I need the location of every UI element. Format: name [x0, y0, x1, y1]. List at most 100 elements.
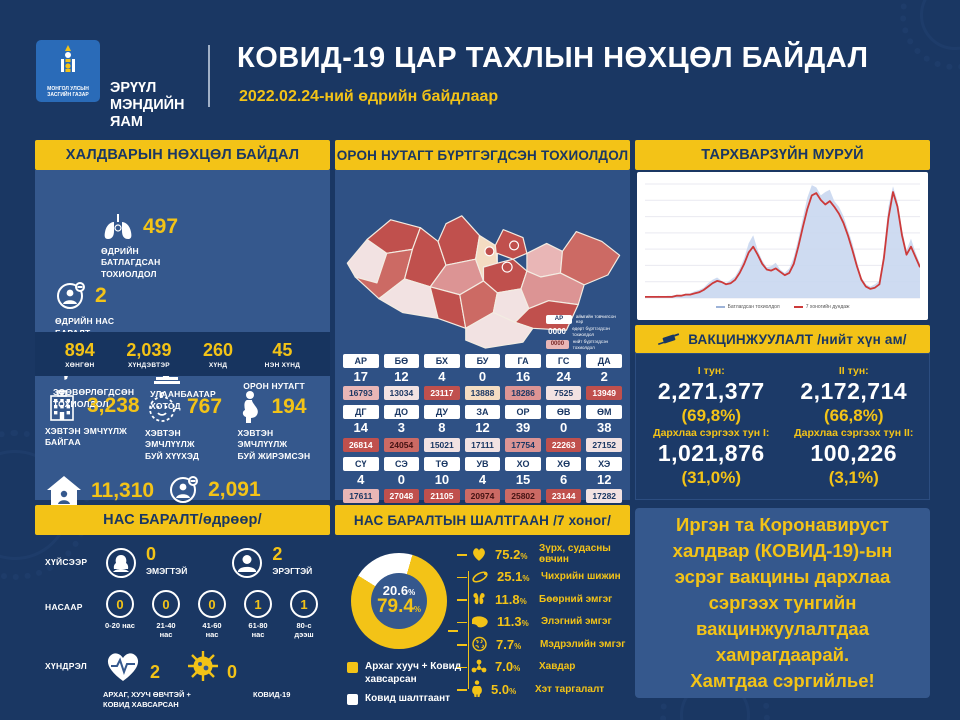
province-daily-count: 0 [397, 471, 405, 487]
legend-swatch [347, 694, 358, 705]
dose-percent: (31,0%) [681, 468, 742, 488]
province-daily-count: 12 [475, 420, 490, 436]
province-daily-count: 8 [438, 420, 446, 436]
chronic-covid-deaths: 2 [103, 649, 160, 683]
age-group: 1 80-с дээш [287, 590, 321, 640]
stat-value: 2 [95, 284, 107, 308]
vaccination-message-panel: Иргэн та Коронавируст халдвар (КОВИД-19)… [635, 508, 930, 698]
person-minus-icon [168, 474, 200, 506]
age-group-label: 41-60 нас [202, 621, 222, 640]
province-total-count: 20974 [464, 488, 501, 503]
death-causes-donut-chart: 20.6% 79.4% [351, 553, 447, 649]
dose-percent: (69,8%) [681, 405, 742, 425]
age-group: 0 0-20 нас [103, 590, 137, 640]
province-cell: СЭ 0 27048 [383, 456, 420, 503]
dose-value: 2,172,714 [800, 377, 908, 404]
pregnant-icon [238, 390, 264, 424]
heart-pulse-icon [103, 649, 143, 683]
severity-label: ХҮНД [208, 361, 228, 369]
stat-label: ӨДРИЙН БАТЛАГДСАН ТОХИОЛДОЛ [101, 246, 161, 279]
province-code: ӨМ [586, 405, 622, 420]
province-total-count: 13888 [464, 386, 501, 401]
male-deaths-value: 2 [272, 544, 283, 564]
stat-value: 2,091 [208, 478, 261, 502]
province-code: БӨ [383, 354, 420, 368]
bracket-line [455, 571, 469, 689]
province-total-count: 13949 [586, 386, 622, 401]
province-cell: БӨ 12 13034 [383, 354, 420, 401]
stat-label: ХЭВТЭН ЭМЧЛҮҮЛЖ БУЙ ХҮҮХЭД [145, 428, 200, 461]
government-logo: МОНГОЛ УЛСЫН ЗАСГИЙН ГАЗАР [36, 40, 100, 102]
province-total-count: 27152 [586, 437, 622, 452]
vaccination-panel: ВАКЦИНЖУУЛАЛТ /нийт хүн ам/ I тун: 2,271… [635, 325, 930, 500]
cause-label: Хэт таргалалт [535, 683, 605, 695]
deaths-daily-title: НАС БАРАЛТ/өдрөөр/ [35, 505, 330, 535]
age-groups: 0 0-20 нас 0 21-40 нас 0 41-60 нас [103, 590, 321, 640]
province-code: ЗА [464, 405, 501, 420]
severity-label: ХӨНГӨН [65, 361, 95, 369]
stat-item: 2 ӨДРИЙН НАС БАРАЛТ [55, 280, 155, 339]
dose-value: 1,021,876 [657, 440, 765, 467]
province-cell: ТӨ 10 21105 [424, 456, 460, 503]
province-total-count: 17111 [464, 437, 501, 452]
severity-label: ХҮНДЭВТЭР [127, 361, 170, 369]
age-group-value: 1 [290, 590, 318, 618]
liver-icon [471, 615, 489, 629]
causes-list: 75.2% Зүрх, судасны өвчин 25.1% Чихрийн … [457, 543, 626, 701]
legend-daily-label: өдөрт бүртгэгдсэн тохиолдол [572, 326, 610, 337]
province-code: СЭ [383, 456, 420, 471]
province-daily-count: 12 [596, 471, 612, 487]
stat-item: 497 ӨДРИЙН БАТЛАГДСАН ТОХИОЛДОЛ [101, 212, 211, 280]
heart-icon [471, 546, 487, 562]
curve-panel-title: ТАРХВАРЗҮЙН МУРУЙ [635, 140, 930, 170]
severity-item: 260 ХҮНД [203, 340, 233, 369]
pin-icon [471, 569, 489, 585]
cause-label: Чихрийн шижин [541, 571, 621, 583]
legend-daily-value: 0000 [548, 327, 566, 337]
province-daily-count: 12 [394, 369, 409, 384]
severity-value: 260 [203, 339, 234, 360]
province-total-count: 7525 [545, 386, 582, 401]
cause-label: Элэгний эмгэг [541, 616, 612, 628]
dose-stat: Дархлаа сэргээх тун I: 1,021,876 (31,0%) [640, 427, 783, 490]
donut-legend: Архаг хууч + Ковид хавсарсан Ковид шалтг… [347, 661, 477, 713]
province-cell: АР 17 16793 [343, 354, 379, 401]
province-total-count: 22263 [545, 437, 582, 452]
covid-only-value: 0 [227, 661, 238, 682]
severity-value: 894 [64, 339, 95, 360]
province-code: БХ [424, 354, 460, 368]
age-group-value: 0 [106, 590, 134, 618]
area-legend-swatch [715, 306, 725, 308]
map-legend: АР аймгийн товчилсон нэр 0000 өдөрт бүрт… [546, 314, 624, 352]
cause-label: Бөөрний эмгэг [539, 593, 613, 605]
cause-item: 5.0% Хэт таргалалт [457, 678, 626, 701]
dose-stat: II тун: 2,172,714 (66,8%) [783, 364, 926, 427]
legend-code-chip: АР [546, 314, 572, 324]
person-minus-icon [55, 280, 87, 312]
brain-icon [471, 636, 488, 652]
legend-text: Архаг хууч + Ковид хавсарсан [365, 661, 462, 685]
lungs-icon [101, 212, 135, 242]
province-cell: ХЭ 12 17282 [586, 456, 622, 503]
cause-item: 7.0% Хавдар [457, 656, 626, 679]
province-total-count: 17282 [586, 488, 622, 503]
province-cell: СҮ 4 17611 [343, 456, 379, 503]
covid-only-label: КОВИД-19 [253, 689, 291, 699]
province-daily-count: 3 [397, 420, 405, 436]
dose-value: 100,226 [810, 440, 898, 467]
chronic-covid-value: 2 [150, 661, 161, 682]
age-group-label: 21-40 нас [156, 621, 176, 640]
cause-item: 11.3% Элэгний эмгэг [457, 611, 626, 634]
stat-value: 767 [187, 395, 223, 418]
severity-label: НЭН ХҮНД [264, 361, 301, 369]
sex-row-label: ХҮЙСЭЭР [45, 557, 88, 567]
mongolia-map: АР аймгийн товчилсон нэр 0000 өдөрт бүрт… [339, 202, 626, 350]
stat-value: 497 [143, 215, 179, 238]
severity-value: 2,039 [126, 339, 172, 360]
province-cell: ХО 15 25802 [505, 456, 541, 503]
severity-item: 2,039 ХҮНДЭВТЭР [126, 340, 171, 369]
province-cell: ДГ 14 26814 [343, 405, 379, 452]
province-daily-count: 14 [353, 420, 369, 436]
infection-panel-title: ХАЛДВАРЫН НӨХЦӨЛ БАЙДАЛ [35, 140, 330, 170]
